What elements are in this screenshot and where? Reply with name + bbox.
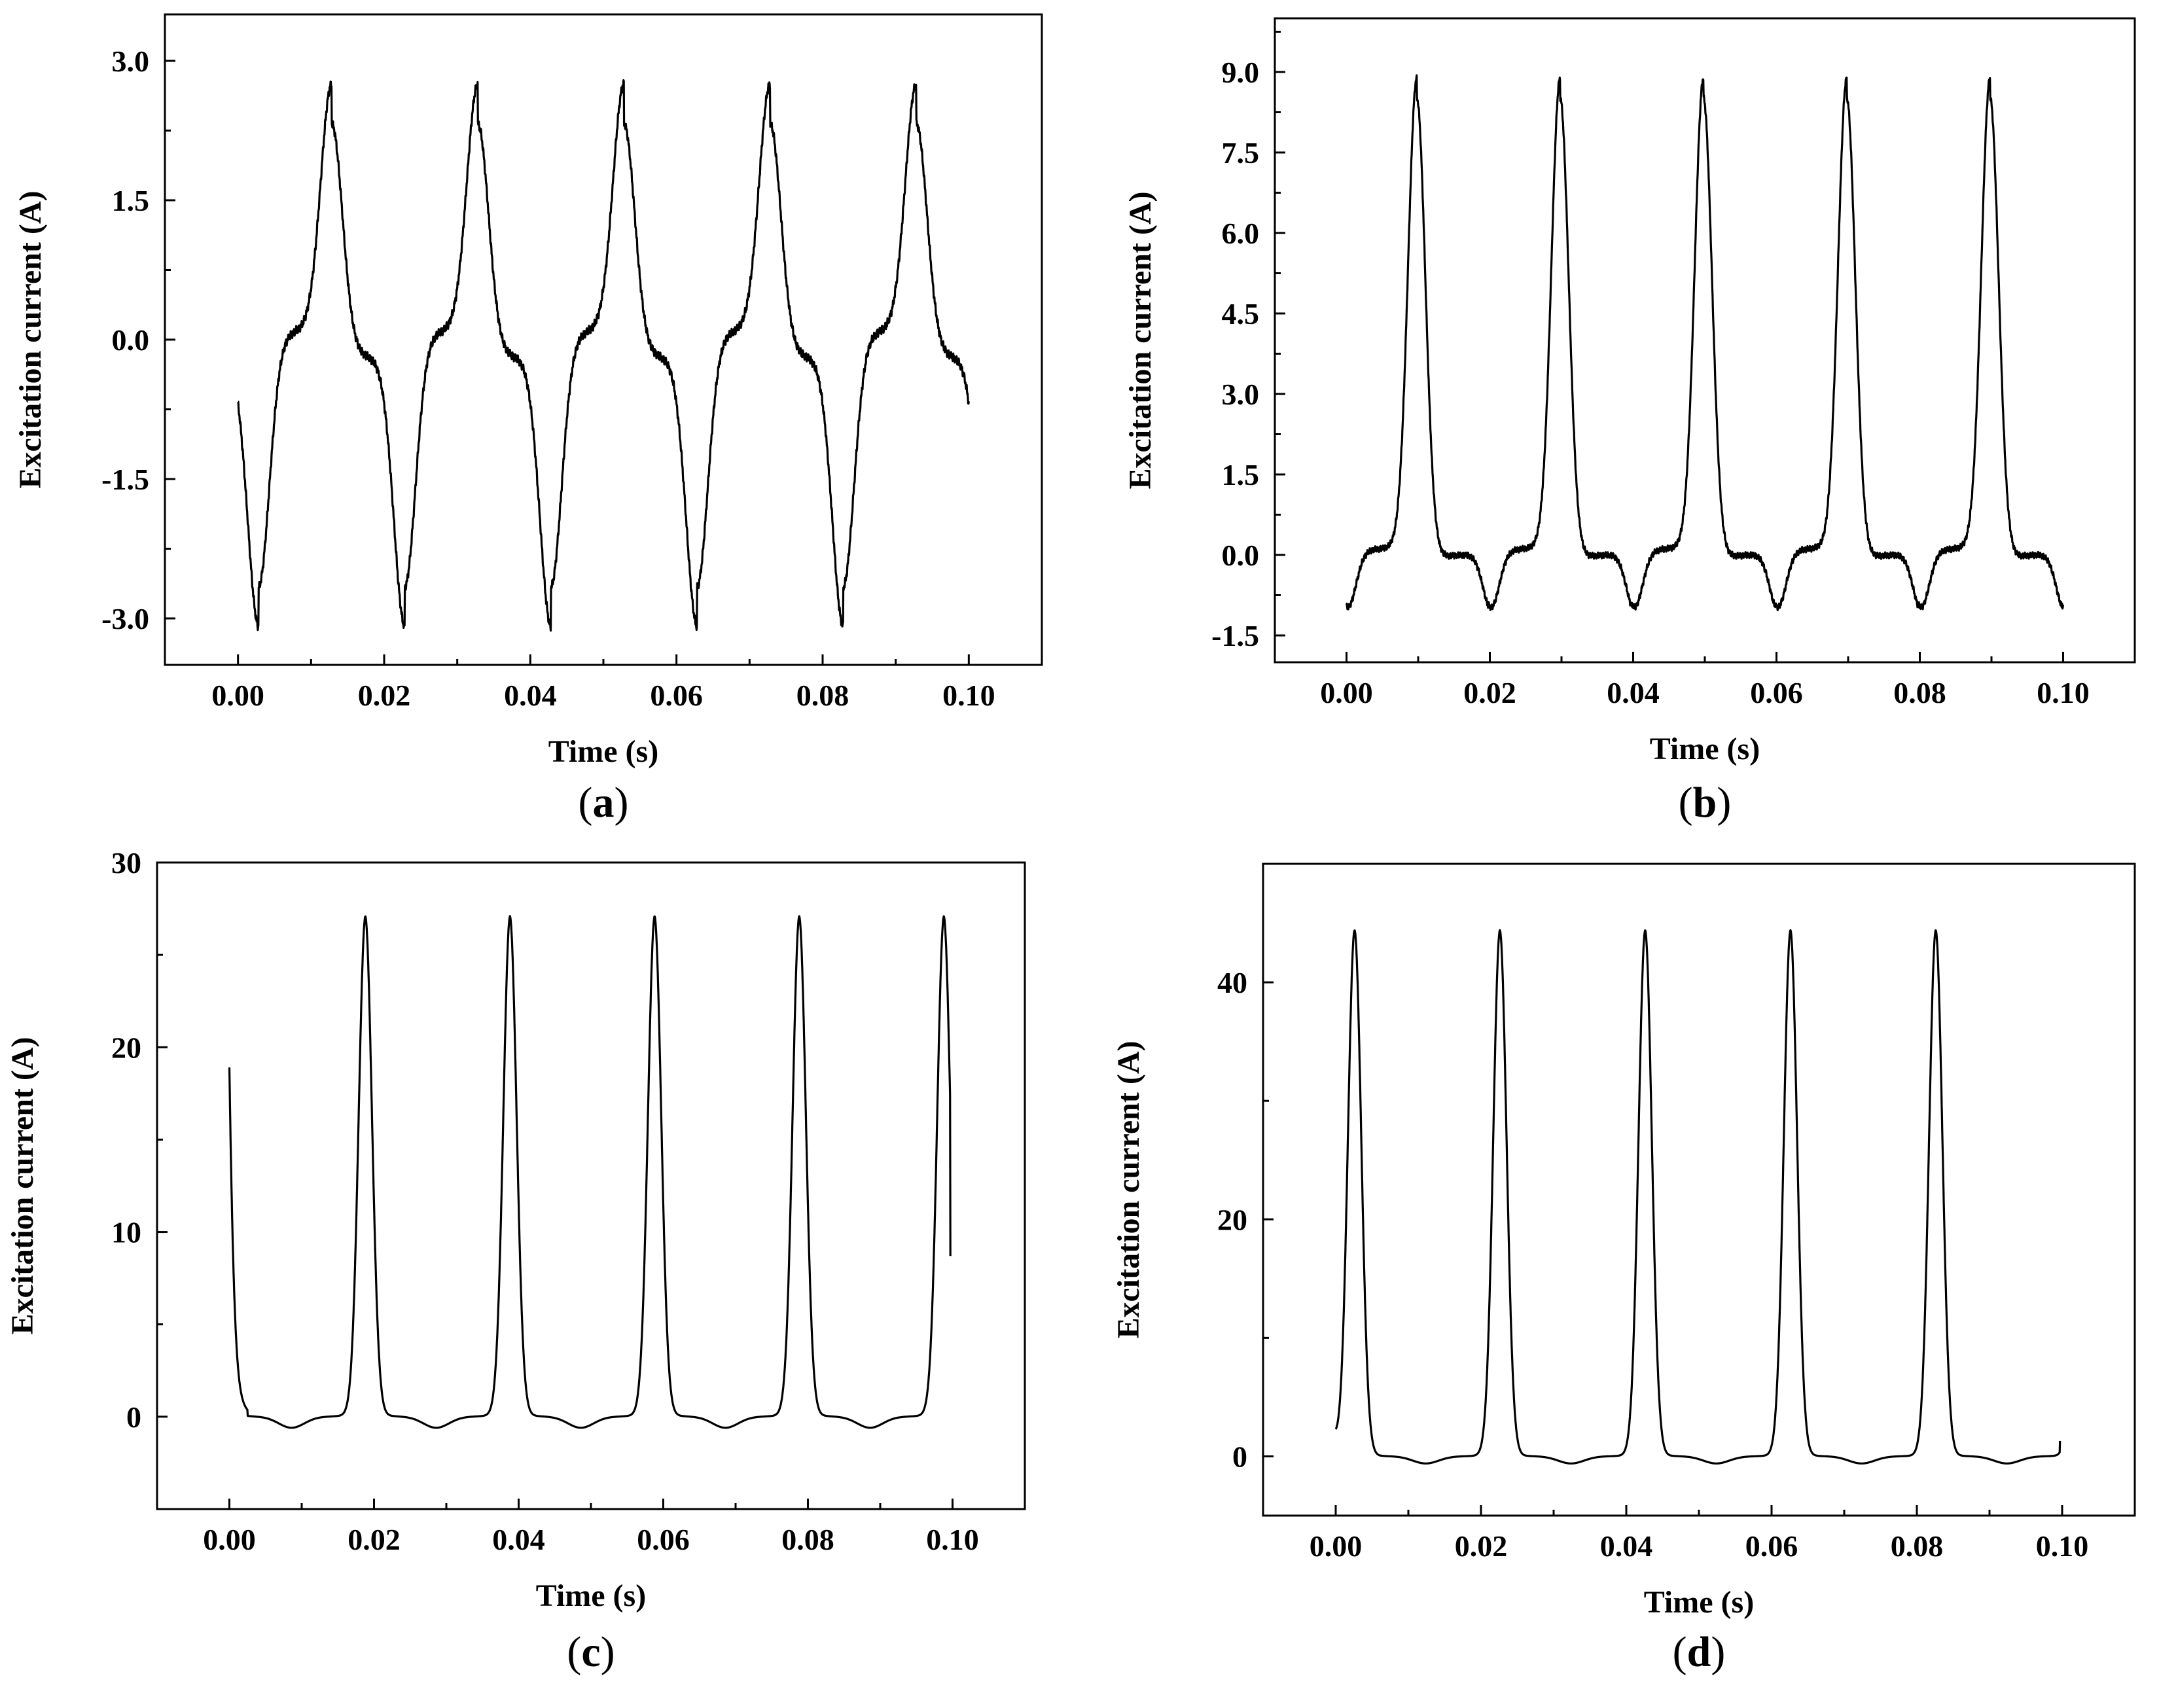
- y-tick-label: 4.5: [1222, 297, 1260, 330]
- x-tick-label: 0.00: [203, 1523, 256, 1556]
- caption-letter: a: [593, 779, 615, 827]
- x-tick-label: 0.10: [2037, 676, 2090, 709]
- y-tick-label: 0.0: [1222, 539, 1260, 572]
- x-tick-label: 0.02: [348, 1523, 401, 1556]
- x-tick-label: 0.02: [1455, 1529, 1508, 1563]
- series-line: [237, 79, 970, 632]
- y-axis-ticks: 0 20 40: [1217, 966, 1274, 1473]
- y-tick-label: 1.5: [112, 184, 150, 217]
- panel-a: -3.0-1.50.01.53.0 0.00 0.02 0.04 0.06 0.08 0.…: [13, 13, 1043, 827]
- y-tick-label: 0.0: [112, 323, 150, 357]
- y-tick-label: 20: [111, 1031, 141, 1064]
- y-tick-label: 0: [126, 1400, 141, 1434]
- x-tick-label: 0.08: [781, 1523, 834, 1556]
- x-tick-label: 0.08: [1893, 676, 1946, 709]
- x-axis-title: Time (s): [536, 1578, 646, 1613]
- x-tick-label: 0.04: [504, 679, 557, 712]
- x-axis-ticks: 0.00 0.02 0.04 0.06 0.08 0.10: [211, 654, 995, 712]
- x-tick-label: 0.10: [2036, 1529, 2089, 1563]
- x-tick-label: 0.00: [1320, 676, 1373, 709]
- series-line: [228, 915, 952, 1429]
- y-tick-label: 7.5: [1222, 136, 1260, 169]
- x-tick-label: 0.08: [796, 679, 849, 712]
- x-tick-label: 0.00: [1310, 1529, 1363, 1563]
- y-axis-ticks: -1.5 0.0 1.5 3.0 4.5 6.0 7.5 9.0: [1211, 31, 1285, 652]
- x-tick-label: 0.06: [650, 679, 703, 712]
- y-axis-title: Excitation current (A): [5, 1037, 40, 1334]
- plot-frame: [1262, 863, 2136, 1517]
- x-axis-ticks: 0.00 0.02 0.04 0.06 0.08 0.10: [1310, 1505, 2089, 1563]
- y-tick-label: 30: [111, 846, 141, 880]
- x-axis-ticks: 0.00 0.02 0.04 0.06 0.08 0.10: [203, 1499, 979, 1556]
- plot-frame: [156, 861, 1026, 1510]
- panel-c: 0 10 20 30 0.00 0.02 0.04 0.06 0.08 0.10 Time (s…: [5, 846, 1026, 1676]
- series-line: [1334, 929, 2061, 1465]
- x-axis-title: Time (s): [1644, 1585, 1754, 1620]
- x-tick-label: 0.00: [211, 679, 264, 712]
- caption-letter: d: [1687, 1628, 1711, 1676]
- caption-letter: b: [1693, 779, 1717, 827]
- y-axis-title: Excitation current (A): [1111, 1041, 1146, 1338]
- y-tick-label: 10: [111, 1216, 141, 1249]
- y-tick-label: 3.0: [112, 44, 150, 78]
- y-tick-label: 9.0: [1222, 56, 1260, 89]
- y-axis-ticks: -3.0 -1.5 0.0 1.5 3.0: [101, 44, 175, 635]
- y-tick-label: -1.5: [1211, 619, 1259, 652]
- y-tick-label: 6.0: [1222, 217, 1260, 250]
- x-tick-label: 0.04: [492, 1523, 545, 1556]
- x-axis-title: Time (s): [548, 734, 658, 769]
- y-tick-label: 1.5: [1222, 458, 1260, 491]
- y-axis-ticks: 0 10 20 30: [111, 846, 168, 1434]
- panel-caption: (d): [1673, 1628, 1726, 1676]
- x-tick-label: 0.10: [942, 679, 995, 712]
- x-tick-label: 0.08: [1891, 1529, 1944, 1563]
- x-tick-label: 0.02: [1463, 676, 1516, 709]
- caption-letter: c: [581, 1628, 600, 1676]
- panel-caption: (b): [1679, 779, 1732, 827]
- x-tick-label: 0.10: [926, 1523, 979, 1556]
- panel-caption: (c): [567, 1628, 615, 1676]
- x-tick-label: 0.04: [1600, 1529, 1653, 1563]
- x-tick-label: 0.06: [1745, 1529, 1798, 1563]
- x-tick-label: 0.02: [358, 679, 411, 712]
- y-tick-label: -3.0: [101, 602, 149, 635]
- y-tick-label: 0: [1232, 1440, 1247, 1473]
- y-axis-title: Excitation current (A): [13, 190, 48, 488]
- x-tick-label: 0.06: [1750, 676, 1803, 709]
- x-tick-label: 0.04: [1607, 676, 1660, 709]
- panel-b: -1.50.01.53.04.56.07.59.0 0.00 0.02 0.04 0.…: [1123, 17, 2136, 827]
- x-axis-ticks: 0.00 0.02 0.04 0.06 0.08 0.10: [1320, 652, 2090, 709]
- x-tick-label: 0.06: [637, 1523, 690, 1556]
- y-tick-label: 40: [1217, 966, 1247, 999]
- y-axis-title: Excitation current (A): [1123, 191, 1158, 489]
- y-tick-label: 3.0: [1222, 378, 1260, 411]
- y-tick-label: 20: [1217, 1203, 1247, 1236]
- x-axis-title: Time (s): [1650, 732, 1760, 766]
- panel-caption: (a): [579, 779, 629, 827]
- y-tick-label: -1.5: [101, 463, 149, 496]
- series-line: [1345, 74, 2065, 611]
